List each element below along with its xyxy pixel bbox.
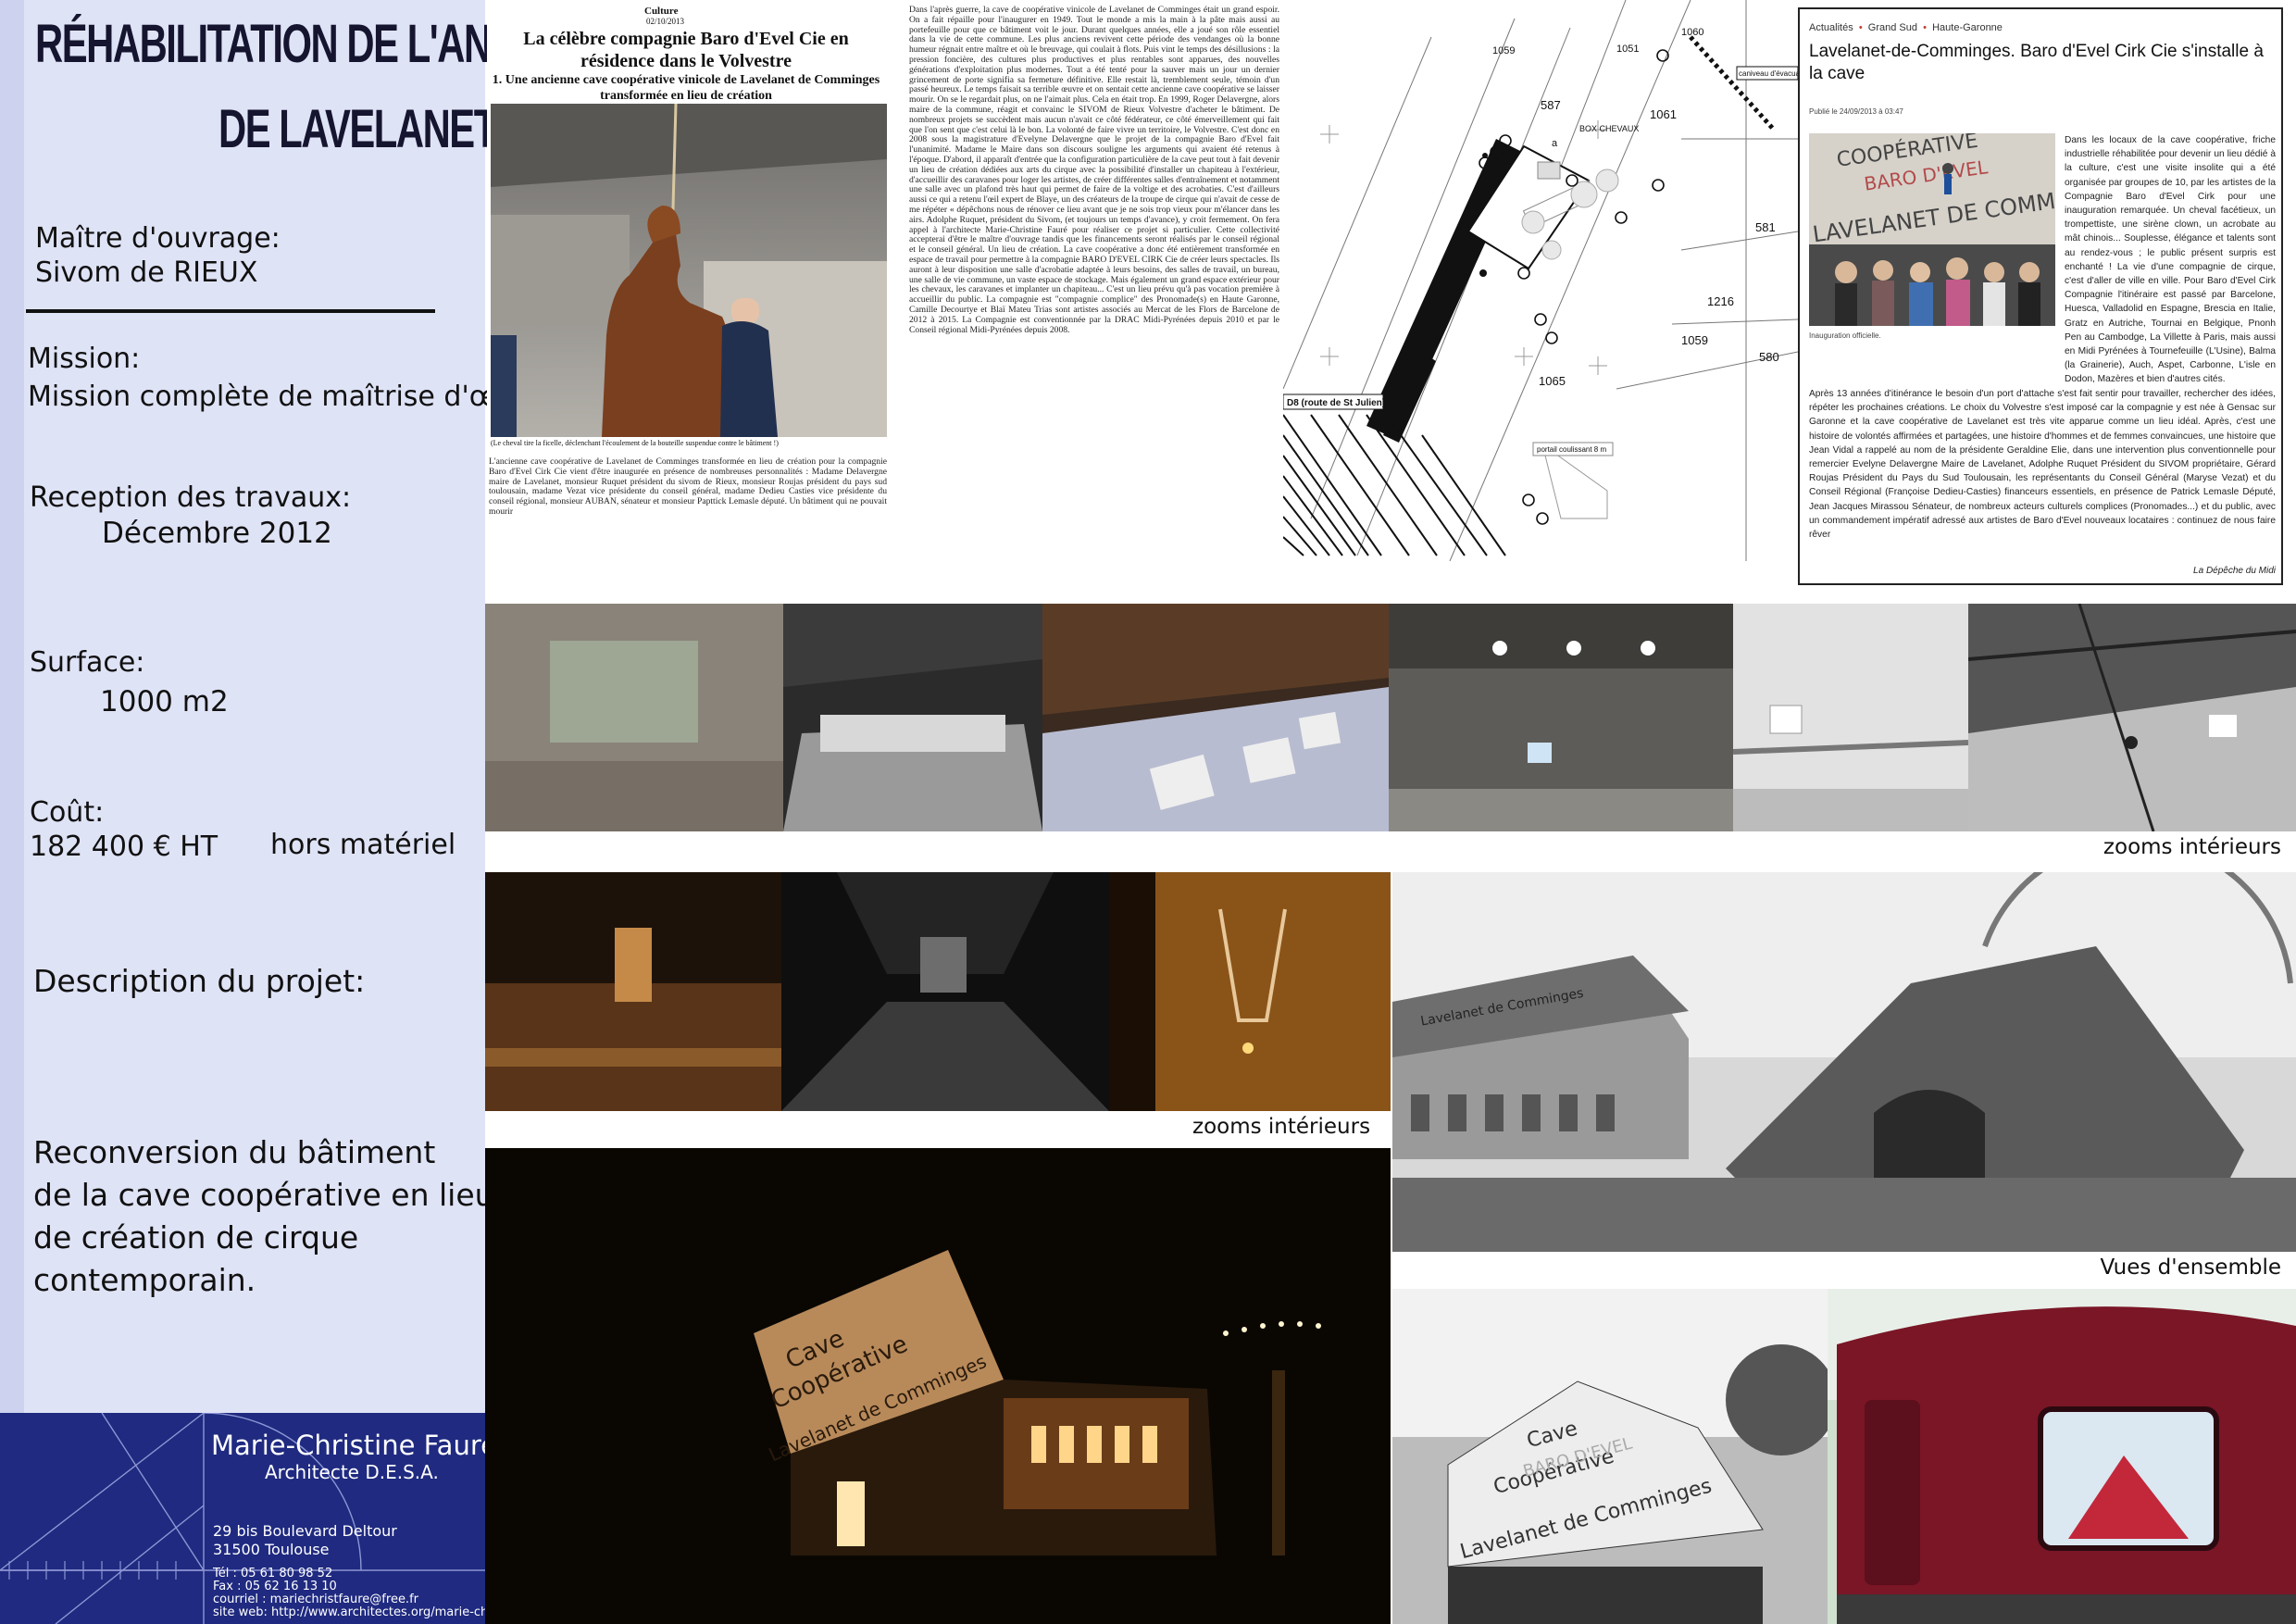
crumb-separator-icon: • xyxy=(1855,22,1866,33)
architect-logo-lines xyxy=(0,1413,485,1624)
owner-value: Sivom de RIEUX xyxy=(35,256,258,289)
plan-label: 1216 xyxy=(1707,294,1734,308)
plan-label: 1051 xyxy=(1616,44,1639,55)
overview-label: Vues d'ensemble xyxy=(2100,1255,2281,1280)
interior-photo-candle-wall xyxy=(1109,872,1391,1111)
interior-photo-wall xyxy=(485,604,783,831)
plan-label: 1059 xyxy=(1492,45,1515,56)
overview-photo-chapiteau: Lavelanet de Comminges xyxy=(1392,872,2296,1252)
press2-text-a: Dans les locaux de la cave coopérative, … xyxy=(2065,135,2276,385)
overview-photo-facade-bw: Cave Coopérative BARO D'EVEL Lavelanet d… xyxy=(1392,1289,1828,1624)
interior-photo-workshop xyxy=(1042,604,1389,831)
architect-title: Architecte D.E.S.A. xyxy=(265,1461,439,1483)
architect-website[interactable]: site web: http://www.architectes.org/mar… xyxy=(213,1605,485,1619)
cost-note: hors matériel xyxy=(270,829,456,861)
press2-crumb-2[interactable]: Grand Sud xyxy=(1867,22,1917,33)
press-clipping-culture: Culture 02/10/2013 La célèbre compagnie … xyxy=(487,0,1283,556)
press2-text-b: Après 13 années d'itinérance le besoin d… xyxy=(1809,389,2276,541)
reception-value: Décembre 2012 xyxy=(102,517,332,550)
plan-label: 581 xyxy=(1755,220,1776,234)
plan-label: 1060 xyxy=(1681,27,1703,38)
press2-source: La Dépêche du Midi xyxy=(2193,566,2276,576)
plan-label: portail coulissant 8 m xyxy=(1537,445,1606,454)
plan-label-road: D8 (route de St Julien) xyxy=(1287,398,1385,408)
cost-label: Coût: xyxy=(30,796,105,829)
interior-zooms-label-2: zooms intérieurs xyxy=(1192,1115,1371,1139)
plan-label: 1059 xyxy=(1681,333,1708,347)
architect-fax: Fax : 05 62 16 13 10 xyxy=(213,1580,337,1593)
mission-value: Mission complète de maîtrise d'œuvre xyxy=(28,381,560,413)
description-text: Reconversion du bâtiment de la cave coop… xyxy=(33,1131,494,1302)
description-line: de création de cirque xyxy=(33,1219,359,1255)
cost-value: 182 400 € HT xyxy=(30,831,218,863)
press1-date: 02/10/2013 xyxy=(646,17,685,26)
project-sidebar: Réhabilitation de l'ancienne cave coopér… xyxy=(0,0,1012,1413)
plan-label: a xyxy=(1552,138,1558,149)
press2-photo-caption: Inauguration officielle. xyxy=(1809,331,1881,340)
architect-email[interactable]: courriel : mariechristfaure@free.fr xyxy=(213,1593,418,1606)
surface-label: Surface: xyxy=(30,646,145,679)
press2-published: Publié le 24/09/2013 à 03:47 xyxy=(1809,107,1903,116)
plan-label: 1061 xyxy=(1650,107,1677,121)
interior-photo-dark-corridor xyxy=(781,872,1109,1111)
interior-photo-ceiling xyxy=(1733,604,1968,831)
surface-value: 1000 m2 xyxy=(100,685,229,718)
press2-breadcrumb: Actualités • Grand Sud • Haute-Garonne xyxy=(1809,22,2003,33)
press1-column-b: Dans l'après guerre, la cave de coopérat… xyxy=(909,6,1279,335)
crumb-separator-icon: • xyxy=(1920,22,1930,33)
description-line: de la cave coopérative en lieu xyxy=(33,1177,494,1213)
architect-card: Marie-Christine Fauré Architecte D.E.S.A… xyxy=(0,1413,485,1624)
press-clipping-depeche: Actualités • Grand Sud • Haute-Garonne L… xyxy=(1798,7,2283,585)
interior-photo-rehearsal-room xyxy=(1389,604,1733,831)
press2-crumb-1[interactable]: Actualités xyxy=(1809,22,1853,33)
plan-label: 587 xyxy=(1541,98,1561,112)
inauguration-photo: COOPÉRATIVE BARO D'EVEL LAVELANET DE COM… xyxy=(1809,129,2080,326)
press1-kicker: Culture xyxy=(644,6,679,17)
night-facade-photo: Cave Coopérative Lavelanet de Comminges xyxy=(485,1148,1391,1624)
plan-label: 1065 xyxy=(1539,374,1566,388)
press1-column-a: L'ancienne cave coopérative de Lavelanet… xyxy=(489,457,887,517)
site-plan: 1059 587 1061 581 1216 1059 1065 580 105… xyxy=(1283,0,1798,561)
caravan-photo xyxy=(1828,1289,2296,1624)
press1-subhead: 1. Une ancienne cave coopérative vinicol… xyxy=(492,73,880,103)
plan-label: 580 xyxy=(1759,350,1779,364)
interior-photo-stage xyxy=(485,872,781,1111)
description-line: Reconversion du bâtiment xyxy=(33,1134,436,1170)
interior-photo-acrobat xyxy=(1968,604,2296,831)
reception-label: Reception des travaux: xyxy=(30,481,352,514)
description-line: contemporain. xyxy=(33,1262,256,1298)
horse-rehearsal-photo xyxy=(491,103,889,437)
press2-crumb-3[interactable]: Haute-Garonne xyxy=(1932,22,2003,33)
interior-photo-hall xyxy=(783,604,1042,831)
plan-label: BOX CHEVAUX xyxy=(1579,124,1639,133)
architect-address-1: 29 bis Boulevard Deltour xyxy=(213,1522,397,1540)
plan-label: caniveau d'évacuation xyxy=(1739,69,1798,78)
interior-zooms-label: zooms intérieurs xyxy=(2103,835,2281,859)
architect-name: Marie-Christine Fauré xyxy=(211,1430,485,1461)
mission-label: Mission: xyxy=(28,343,141,375)
press1-photo-caption: (Le cheval tire la ficelle, déclenchant … xyxy=(491,439,779,447)
description-label: Description du projet: xyxy=(33,963,366,999)
architect-tel: Tél : 05 61 80 98 52 xyxy=(213,1567,333,1580)
sidebar-divider xyxy=(26,309,435,313)
architect-address-2: 31500 Toulouse xyxy=(213,1541,330,1558)
press1-headline: La célèbre compagnie Baro d'Evel Cie en … xyxy=(523,29,849,71)
owner-label: Maître d'ouvrage: xyxy=(35,222,281,255)
press2-title: Lavelanet-de-Comminges. Baro d'Evel Cirk… xyxy=(1809,42,2264,83)
